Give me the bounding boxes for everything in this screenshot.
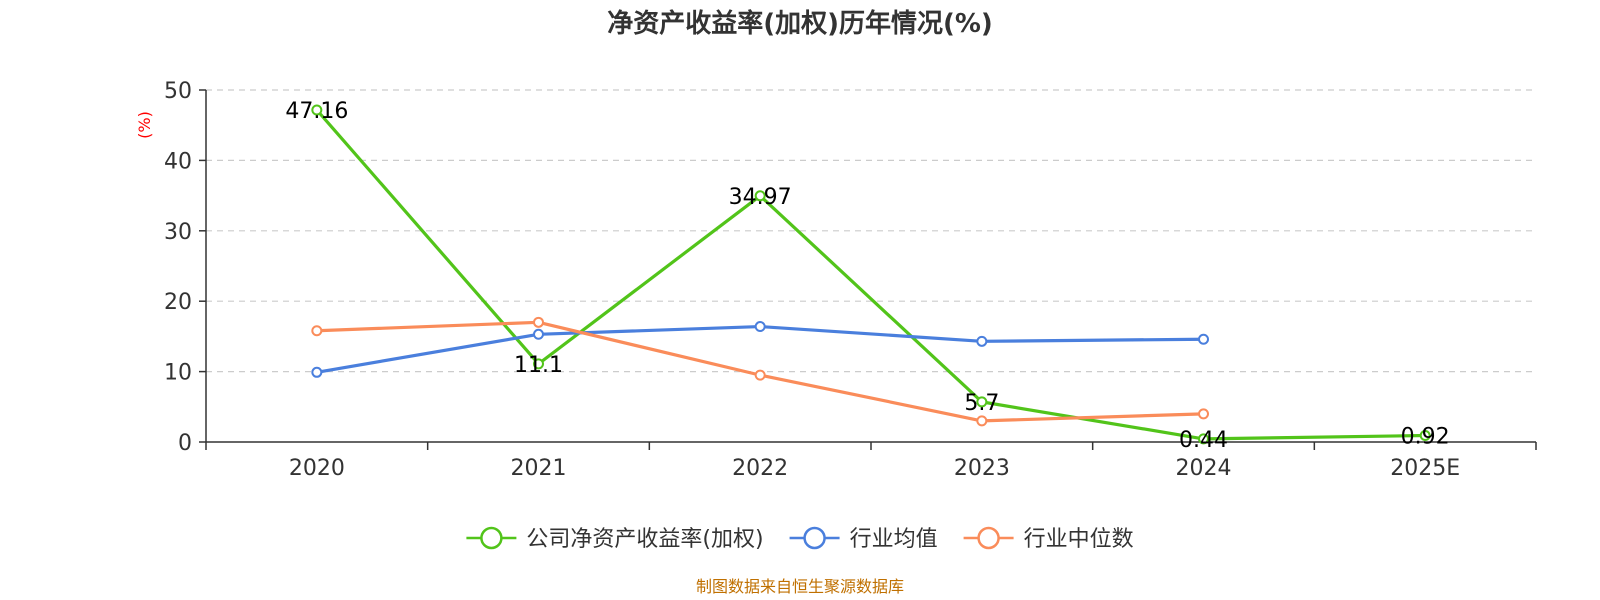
y-tick-label: 20 [164,290,192,315]
legend-label: 行业中位数 [1024,527,1134,552]
legend[interactable]: 公司净资产收益率(加权) 行业均值 行业中位数 [466,526,1134,552]
y-tick-label: 0 [178,431,192,456]
data-point[interactable] [533,328,544,340]
data-point[interactable] [1198,333,1209,345]
source-note: 制图数据来自恒生聚源数据库 [696,577,904,596]
y-tick-label: 10 [164,361,192,386]
y-tick-label: 30 [164,220,192,245]
data-point[interactable] [1198,433,1209,445]
x-tick-label: 2021 [511,456,567,481]
x-tick-label: 2024 [1176,456,1232,481]
legend-item-1[interactable]: 行业均值 [789,526,938,552]
data-point[interactable] [976,335,988,347]
y-tick-label: 40 [164,149,192,174]
chart-title: 净资产收益率(加权)历年情况(%) [607,8,993,39]
x-tick-label: 2023 [954,456,1010,481]
series-line-0 [315,108,1427,441]
x-tick-label: 2022 [732,456,788,481]
data-point[interactable] [311,325,323,337]
data-point[interactable] [1419,430,1431,442]
data-point[interactable] [311,104,323,116]
data-label: 47.16 [285,99,348,124]
legend-item-2[interactable]: 行业中位数 [963,526,1134,552]
y-tick-label: 50 [164,79,192,104]
series-lines [311,104,1431,445]
axes: 0 10 20 30 40 50 2020 2021 2022 2023 2024 2025E [164,79,1537,481]
data-point[interactable] [754,369,766,381]
y-axis-label: (%) [135,111,154,139]
legend-label: 行业均值 [850,527,938,552]
data-point[interactable] [1198,408,1209,420]
data-label: 0.92 [1401,425,1450,450]
legend-label: 公司净资产收益率(加权) [526,527,763,552]
legend-item-0[interactable]: 公司净资产收益率(加权) [466,526,764,552]
x-tick-label: 2025E [1390,456,1460,481]
data-label: 5.7 [964,391,999,416]
data-point[interactable] [976,415,988,427]
data-point[interactable] [976,396,988,408]
legend-swatch-marker [480,526,503,550]
data-point[interactable] [754,321,766,333]
data-label: 11.1 [514,353,563,378]
data-point[interactable] [533,358,544,370]
legend-swatch-marker [803,526,826,550]
data-point[interactable] [533,316,544,328]
series-line-1 [315,324,1206,374]
data-point[interactable] [311,366,323,378]
data-label: 0.44 [1179,428,1228,453]
data-label: 34.97 [729,185,792,210]
data-labels: 47.16 11.1 34.97 5.7 0.44 0.92 [285,99,1449,453]
grid-lines [206,89,1536,373]
x-tick-label: 2020 [289,456,345,481]
data-point[interactable] [754,190,766,202]
legend-swatch-marker [977,526,1000,550]
